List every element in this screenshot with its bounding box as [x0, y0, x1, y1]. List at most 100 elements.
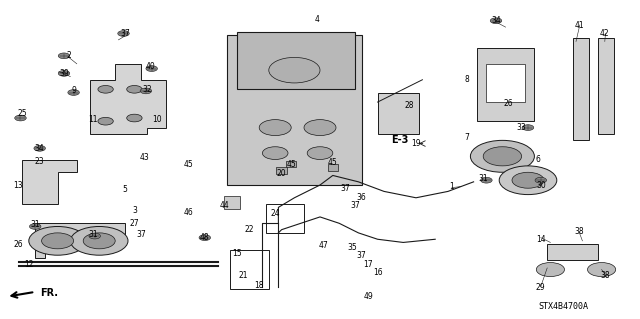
- Text: 34: 34: [35, 144, 45, 153]
- Text: 6: 6: [535, 155, 540, 164]
- Circle shape: [304, 120, 336, 136]
- Bar: [286, 161, 296, 167]
- Text: 10: 10: [152, 115, 162, 124]
- Polygon shape: [22, 160, 77, 204]
- Text: 36: 36: [356, 193, 367, 202]
- Circle shape: [29, 224, 41, 229]
- Text: FR.: FR.: [40, 288, 58, 298]
- Text: 16: 16: [372, 268, 383, 277]
- Circle shape: [490, 18, 502, 24]
- Bar: [328, 164, 338, 171]
- Text: 31: 31: [88, 230, 98, 239]
- Circle shape: [536, 263, 564, 277]
- Bar: [230, 250, 269, 289]
- Text: 12: 12: [24, 260, 33, 269]
- Text: 37: 37: [356, 251, 367, 260]
- Text: 35: 35: [347, 243, 357, 252]
- Bar: [598, 38, 614, 134]
- Circle shape: [588, 263, 616, 277]
- Bar: [378, 93, 419, 134]
- Text: 34: 34: [491, 16, 501, 25]
- Text: 15: 15: [232, 249, 242, 258]
- Circle shape: [127, 114, 142, 122]
- Bar: [237, 32, 355, 89]
- Circle shape: [146, 66, 157, 71]
- Text: 11: 11: [88, 115, 97, 124]
- Text: STX4B4700A: STX4B4700A: [538, 302, 588, 311]
- Bar: [486, 64, 525, 102]
- Circle shape: [470, 140, 534, 172]
- Circle shape: [70, 226, 128, 255]
- Text: 19: 19: [411, 139, 421, 148]
- Circle shape: [42, 233, 74, 249]
- Text: 24: 24: [270, 209, 280, 218]
- Text: 38: 38: [600, 271, 610, 280]
- Text: 37: 37: [120, 29, 130, 38]
- Text: 1: 1: [449, 182, 454, 191]
- Circle shape: [269, 57, 320, 83]
- Text: 13: 13: [13, 181, 23, 189]
- Circle shape: [98, 117, 113, 125]
- Circle shape: [98, 85, 113, 93]
- Text: 26: 26: [504, 99, 514, 108]
- Circle shape: [522, 125, 534, 130]
- Circle shape: [140, 88, 152, 94]
- Text: 23: 23: [35, 157, 45, 166]
- Text: 46: 46: [184, 208, 194, 217]
- Circle shape: [483, 147, 522, 166]
- Circle shape: [29, 226, 86, 255]
- Text: 4: 4: [314, 15, 319, 24]
- Bar: [266, 204, 304, 233]
- Bar: [224, 196, 240, 209]
- Bar: [227, 35, 362, 185]
- Circle shape: [89, 233, 100, 239]
- Text: 20: 20: [276, 169, 287, 178]
- Circle shape: [512, 172, 544, 188]
- Text: 21: 21: [239, 271, 248, 280]
- Circle shape: [307, 147, 333, 160]
- Polygon shape: [90, 64, 166, 134]
- Text: 28: 28: [405, 101, 414, 110]
- Circle shape: [34, 145, 45, 151]
- Circle shape: [127, 85, 142, 93]
- Text: 3: 3: [132, 206, 137, 215]
- Circle shape: [499, 166, 557, 195]
- Circle shape: [83, 233, 115, 249]
- Text: E-3: E-3: [391, 135, 409, 145]
- Text: 14: 14: [536, 235, 546, 244]
- Text: 30: 30: [536, 181, 546, 189]
- Text: 38: 38: [574, 227, 584, 236]
- Text: 44: 44: [219, 201, 229, 210]
- Text: 42: 42: [600, 29, 610, 38]
- Text: 29: 29: [536, 283, 546, 292]
- Circle shape: [259, 120, 291, 136]
- Text: 31: 31: [478, 174, 488, 183]
- Circle shape: [15, 115, 26, 121]
- Text: 40: 40: [145, 63, 156, 71]
- Text: 32: 32: [142, 85, 152, 94]
- Circle shape: [535, 177, 547, 183]
- Text: 39: 39: [59, 69, 69, 78]
- Bar: [477, 48, 534, 121]
- Text: 49: 49: [363, 292, 373, 301]
- Circle shape: [199, 235, 211, 241]
- Text: 2: 2: [67, 51, 72, 60]
- Text: 45: 45: [286, 160, 296, 169]
- Text: 8: 8: [465, 75, 470, 84]
- Circle shape: [58, 70, 70, 76]
- Text: 17: 17: [363, 260, 373, 269]
- Bar: [573, 38, 589, 140]
- Text: 9: 9: [71, 86, 76, 95]
- Text: 31: 31: [30, 220, 40, 229]
- Text: 41: 41: [574, 21, 584, 30]
- Circle shape: [118, 31, 129, 36]
- Circle shape: [481, 177, 492, 183]
- Text: 7: 7: [465, 133, 470, 142]
- Circle shape: [58, 53, 70, 59]
- Text: 18: 18: [255, 281, 264, 290]
- Text: 33: 33: [516, 123, 527, 132]
- Bar: [547, 244, 598, 260]
- Text: 37: 37: [350, 201, 360, 210]
- Text: 25: 25: [17, 109, 28, 118]
- Text: 22: 22: [245, 225, 254, 234]
